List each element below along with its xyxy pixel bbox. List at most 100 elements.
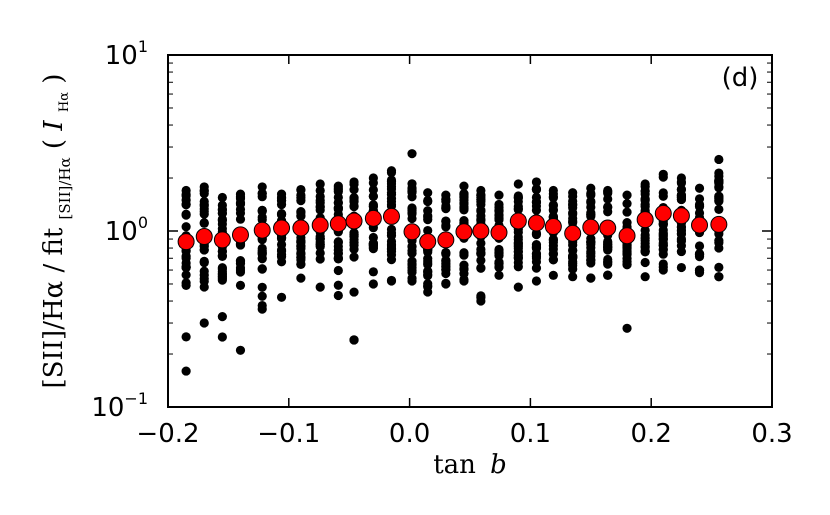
binned-marker xyxy=(329,215,347,233)
binned-marker xyxy=(472,222,490,240)
binned-point xyxy=(636,211,654,229)
binned-point xyxy=(672,207,690,225)
data-point xyxy=(568,272,578,282)
binned-point xyxy=(195,228,213,246)
data-point xyxy=(531,242,542,252)
data-point xyxy=(217,216,227,226)
data-point xyxy=(349,252,359,262)
data-point xyxy=(586,248,596,258)
data-point xyxy=(199,218,209,228)
y-axis-label-i: I xyxy=(39,120,69,132)
binned-point xyxy=(231,226,249,244)
data-point xyxy=(235,208,246,218)
binned-point xyxy=(455,223,473,241)
data-point xyxy=(181,270,191,280)
x-tick-label: 0.2 xyxy=(631,419,672,449)
x-tick-label: −0.1 xyxy=(257,419,320,449)
binned-marker xyxy=(490,224,508,242)
data-point xyxy=(257,282,267,292)
data-point xyxy=(333,203,343,213)
data-point xyxy=(441,201,451,211)
binned-marker xyxy=(599,219,617,237)
data-point xyxy=(441,278,451,288)
data-point xyxy=(494,262,504,272)
data-point xyxy=(603,207,613,217)
data-point xyxy=(333,192,343,202)
data-point xyxy=(459,264,469,274)
data-point xyxy=(568,191,578,201)
data-point xyxy=(296,208,306,218)
data-point xyxy=(441,261,451,271)
binned-marker xyxy=(213,231,231,249)
binned-marker xyxy=(691,216,709,234)
y-axis-label-paren-close: ) xyxy=(39,74,69,84)
data-point xyxy=(315,282,325,292)
data-point xyxy=(257,300,267,311)
data-point xyxy=(276,252,287,262)
data-point xyxy=(603,188,613,198)
data-point xyxy=(368,201,378,211)
data-point xyxy=(658,240,668,250)
binned-marker xyxy=(364,209,382,227)
data-point xyxy=(386,239,397,249)
data-point xyxy=(640,233,650,243)
binned-marker xyxy=(382,207,400,225)
x-tick-label: 0.1 xyxy=(510,419,551,449)
data-point xyxy=(531,201,542,211)
y-tick-label: 100 xyxy=(105,213,148,247)
data-point xyxy=(568,213,578,223)
data-point xyxy=(333,280,343,290)
data-point xyxy=(199,256,209,266)
data-point xyxy=(548,200,558,210)
panel-label: (d) xyxy=(722,63,759,93)
data-point xyxy=(658,172,668,182)
binned-marker xyxy=(654,204,672,222)
data-point xyxy=(459,189,469,200)
binned-point xyxy=(691,216,709,234)
data-point xyxy=(513,179,523,189)
data-point xyxy=(676,178,687,188)
data-point xyxy=(257,215,267,225)
y-tick-label: 101 xyxy=(105,37,148,71)
binned-point xyxy=(599,219,617,237)
data-point xyxy=(568,245,578,256)
binned-marker xyxy=(672,207,690,225)
data-point xyxy=(603,259,613,269)
data-point xyxy=(181,262,191,272)
data-point xyxy=(714,193,724,203)
data-point xyxy=(622,199,632,209)
data-point xyxy=(513,227,523,237)
data-point xyxy=(676,241,687,251)
data-point xyxy=(568,253,578,263)
binned-marker xyxy=(273,219,291,237)
data-point xyxy=(386,275,397,286)
data-point xyxy=(714,178,724,188)
binned-marker xyxy=(231,226,249,244)
binned-point xyxy=(490,224,508,242)
data-point xyxy=(349,287,359,297)
data-point xyxy=(199,245,209,255)
data-point xyxy=(494,244,504,255)
binned-marker xyxy=(419,233,437,251)
data-point xyxy=(423,225,433,236)
data-point xyxy=(257,206,267,217)
data-point xyxy=(531,257,542,267)
data-point xyxy=(568,199,578,209)
data-point xyxy=(640,195,650,205)
binned-point xyxy=(364,209,382,227)
data-point xyxy=(513,247,523,257)
data-point xyxy=(476,190,486,200)
data-point xyxy=(441,222,451,232)
data-point xyxy=(694,265,705,275)
data-point xyxy=(368,267,378,277)
binned-marker xyxy=(437,231,455,249)
binned-point xyxy=(710,215,728,233)
data-point xyxy=(257,249,267,259)
axis-ticks: −0.2 −0.1 0.0 0.1 0.2 0.3 10−1 100 101 xyxy=(91,37,792,449)
svg-text:[SII]/Hα / fit [SII]/Hα: [SII]/Hα / fit [SII]/Hα ( I Hα ) xyxy=(39,74,77,389)
data-point xyxy=(333,241,343,252)
data-point xyxy=(257,291,267,301)
y-axis-label: [SII]/Hα / fit [SII]/Hα ( I Hα ) xyxy=(39,74,77,389)
data-point xyxy=(181,280,191,291)
binned-point xyxy=(253,221,271,239)
